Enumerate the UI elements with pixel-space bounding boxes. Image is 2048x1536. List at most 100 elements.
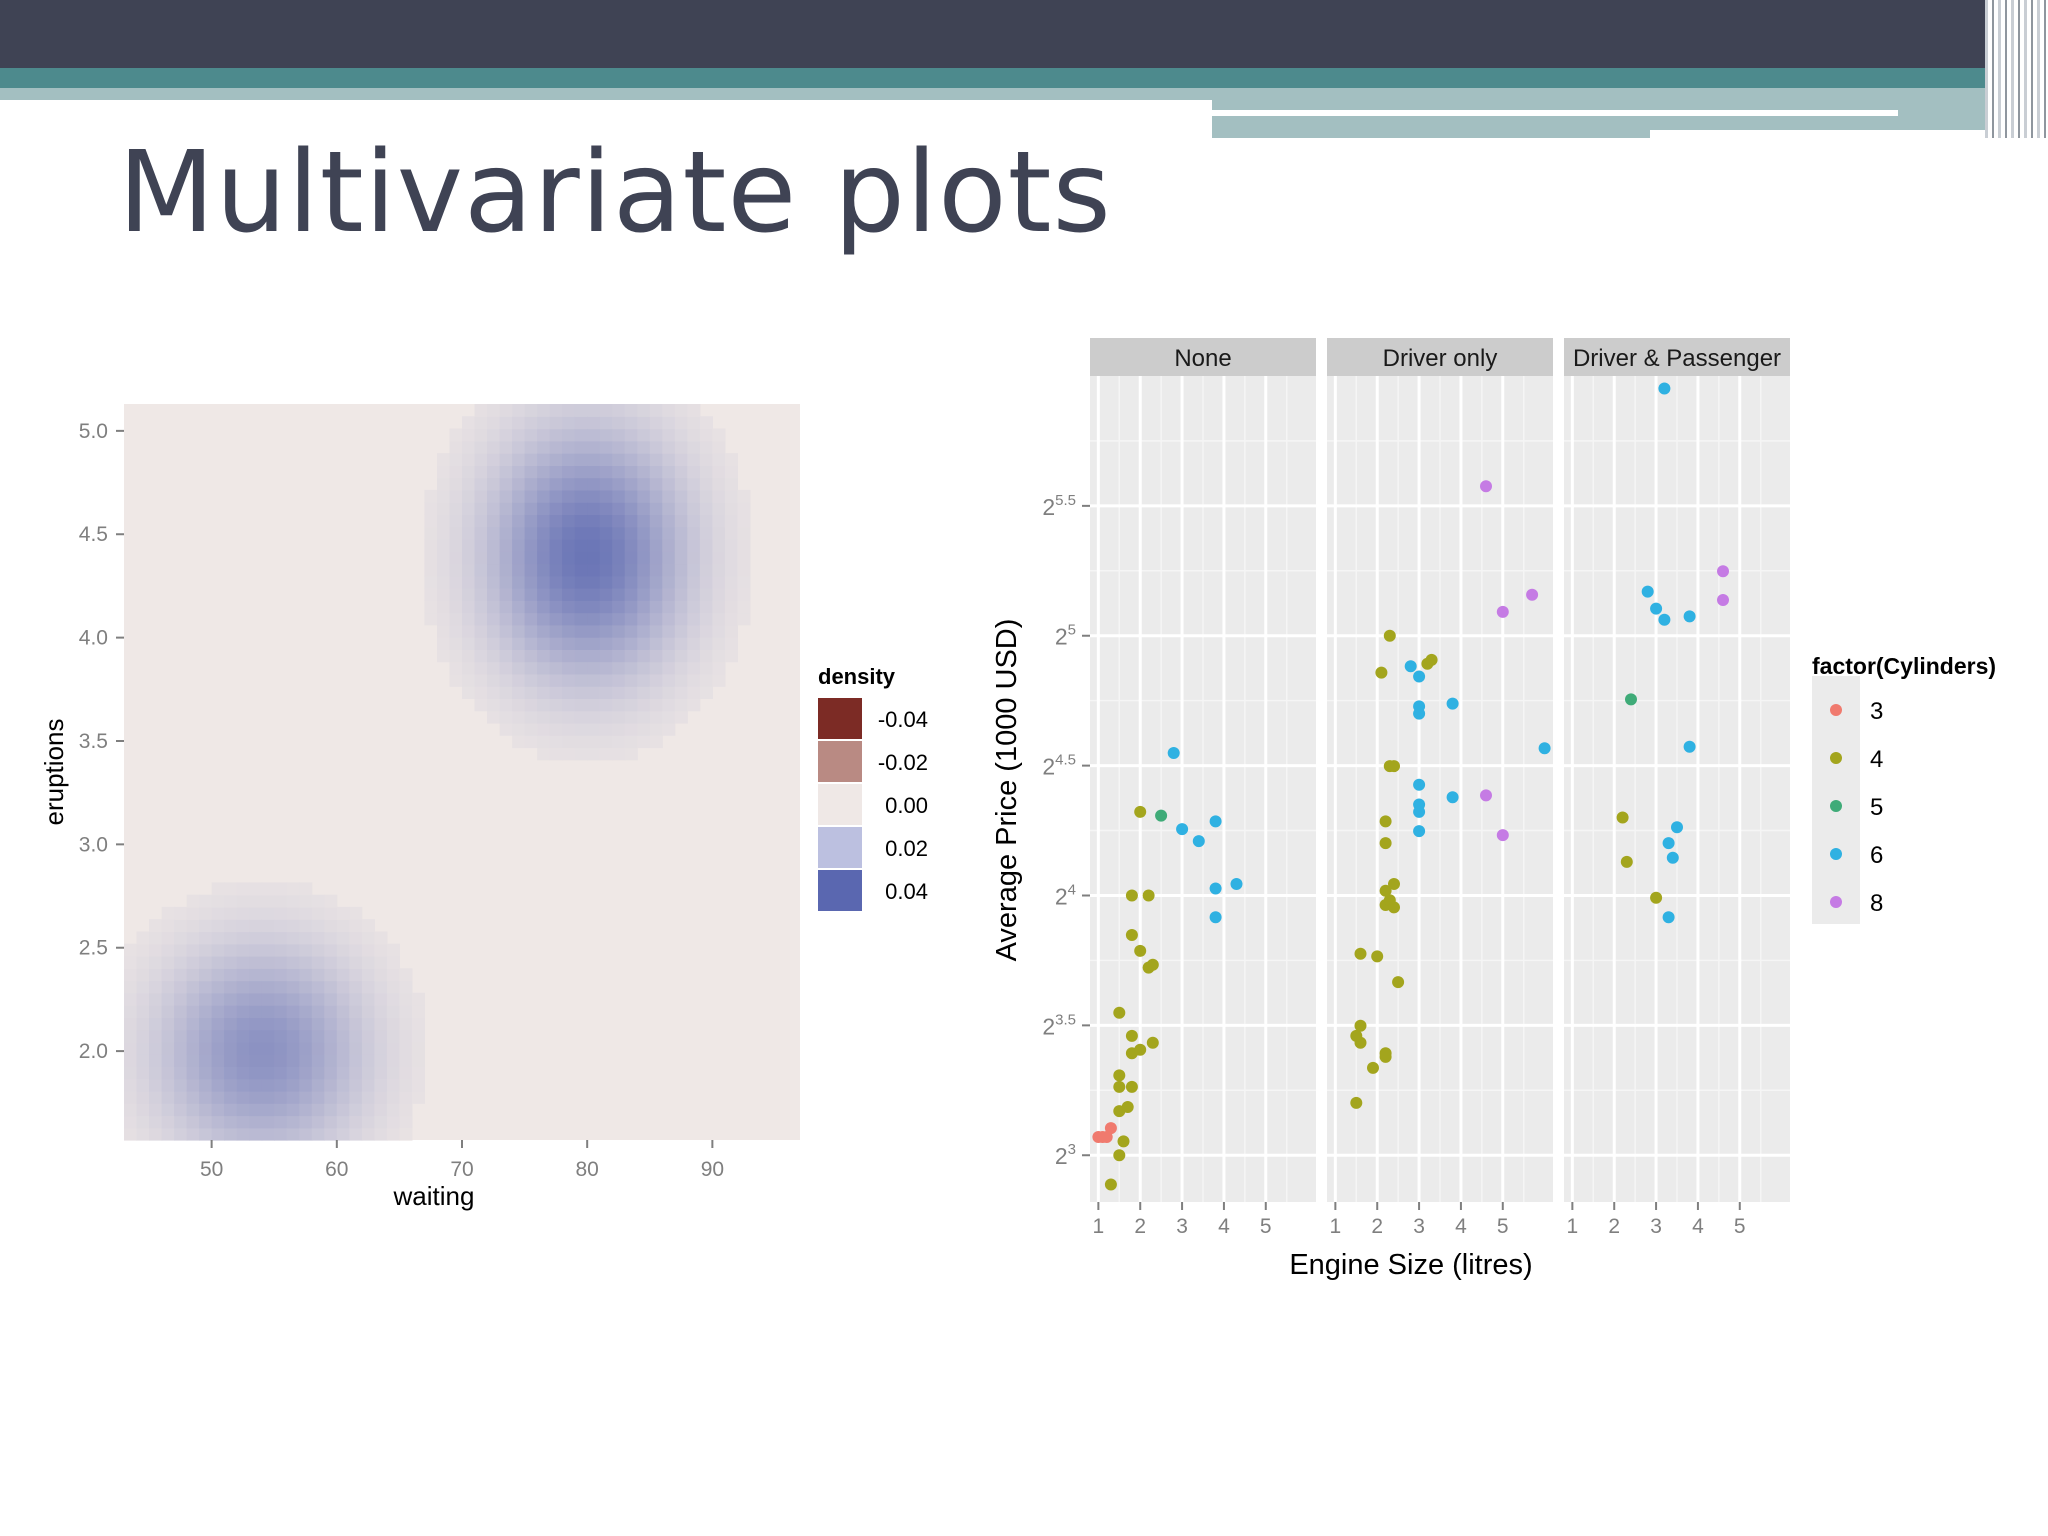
heatmap-cell xyxy=(674,551,688,565)
heatmap-cell xyxy=(174,956,188,969)
heatmap-cell xyxy=(524,563,538,577)
heatmap-cell xyxy=(662,588,676,601)
heatmap-cell xyxy=(124,943,138,957)
heatmap-cell xyxy=(449,453,463,466)
heatmap-cell xyxy=(349,1090,363,1104)
heatmap-cell xyxy=(649,416,663,430)
heatmap-cell xyxy=(524,453,538,466)
heatmap-cell xyxy=(374,1115,388,1129)
heatmap-cell xyxy=(161,1017,175,1031)
heatmap-cell xyxy=(699,428,713,442)
heatmap-cell xyxy=(637,440,651,454)
heatmap-cell xyxy=(599,563,613,577)
heatmap-cell xyxy=(349,1005,363,1018)
heatmap-cell xyxy=(587,538,601,552)
heatmap-cell xyxy=(599,649,613,663)
heatmap-cell xyxy=(161,1029,175,1043)
heatmap-cell xyxy=(224,1054,238,1067)
heatmap-cell xyxy=(662,551,676,565)
heatmap-cell xyxy=(524,735,538,749)
heatmap-cell xyxy=(249,1103,263,1117)
heatmap-cell xyxy=(261,1115,275,1129)
heatmap-cell xyxy=(487,612,501,626)
heatmap-cell xyxy=(562,698,576,712)
heatmap-cell xyxy=(574,624,588,638)
heatmap-cell xyxy=(349,1103,363,1117)
heatmap-cell xyxy=(637,624,651,638)
heatmap-cell xyxy=(487,588,501,601)
heatmap-cell xyxy=(699,649,713,663)
heatmap-cell xyxy=(299,943,313,957)
heatmap-cell xyxy=(161,1115,175,1129)
heatmap-cell xyxy=(249,1066,263,1080)
heatmap-cell xyxy=(462,453,476,466)
density-legend-swatch xyxy=(818,698,862,739)
heatmap-cell xyxy=(599,404,613,417)
heatmap-cell xyxy=(499,649,513,663)
heatmap-cell xyxy=(699,502,713,515)
heatmap-cell xyxy=(174,931,188,945)
heatmap-cell xyxy=(437,453,451,466)
heatmap-cell xyxy=(424,514,438,528)
density-legend-label: 0.02 xyxy=(885,836,928,861)
heatmap-cell xyxy=(499,538,513,552)
heatmap-cell xyxy=(361,931,375,945)
heatmap-cell xyxy=(724,575,738,589)
heatmap-cell xyxy=(299,931,313,945)
heatmap-cell xyxy=(487,600,501,614)
heatmap-cell xyxy=(211,1103,225,1117)
heatmap-cell xyxy=(186,980,200,994)
heatmap-cell xyxy=(687,465,701,479)
heatmap-cell xyxy=(562,600,576,614)
heatmap-cell xyxy=(462,440,476,454)
heatmap-cell xyxy=(712,563,726,577)
heatmap-cell xyxy=(599,526,613,540)
heatmap-cell xyxy=(537,526,551,540)
heatmap-cell xyxy=(299,882,313,896)
heatmap-cell xyxy=(712,661,726,675)
heatmap-cell xyxy=(674,526,688,540)
heatmap-cell xyxy=(124,1041,138,1055)
heatmap-cell xyxy=(674,673,688,687)
heatmap-cell xyxy=(361,943,375,957)
y-tick-label: 3.5 xyxy=(79,730,108,753)
heatmap-cell xyxy=(499,404,513,417)
heatmap-cell xyxy=(562,747,576,761)
heatmap-cell xyxy=(574,514,588,528)
heatmap-cell xyxy=(261,919,275,933)
heatmap-cell xyxy=(361,1090,375,1104)
heatmap-cell xyxy=(612,551,626,565)
heatmap-cell xyxy=(637,404,651,417)
heatmap-cell xyxy=(149,1054,163,1067)
heatmap-cell xyxy=(549,404,563,417)
heatmap-cell xyxy=(161,1041,175,1055)
heatmap-cell xyxy=(512,416,526,430)
heatmap-cell xyxy=(499,624,513,638)
heatmap-cell xyxy=(474,502,488,515)
heatmap-cell xyxy=(662,600,676,614)
heatmap-cell xyxy=(612,698,626,712)
heatmap-cell xyxy=(612,612,626,626)
heatmap-cell xyxy=(712,624,726,638)
heatmap-cell xyxy=(349,1054,363,1067)
heatmap-cell xyxy=(537,465,551,479)
heatmap-cell xyxy=(624,698,638,712)
heatmap-cell xyxy=(311,1054,325,1067)
heatmap-cell xyxy=(249,1090,263,1104)
heatmap-cell xyxy=(587,600,601,614)
heatmap-cell xyxy=(336,931,350,945)
heatmap-cell xyxy=(149,1066,163,1080)
heatmap-cell xyxy=(524,477,538,491)
heatmap-cell xyxy=(524,710,538,724)
heatmap-cell xyxy=(737,612,751,626)
heatmap-cell xyxy=(612,404,626,417)
heatmap-cell xyxy=(524,404,538,417)
heatmap-cell xyxy=(274,1041,288,1055)
heatmap-cell xyxy=(136,1017,150,1031)
heatmap-cell xyxy=(124,1090,138,1104)
x-tick-label: 80 xyxy=(576,1158,599,1181)
heatmap-cell xyxy=(737,489,751,503)
heatmap-cell xyxy=(599,673,613,687)
heatmap-cell xyxy=(474,465,488,479)
